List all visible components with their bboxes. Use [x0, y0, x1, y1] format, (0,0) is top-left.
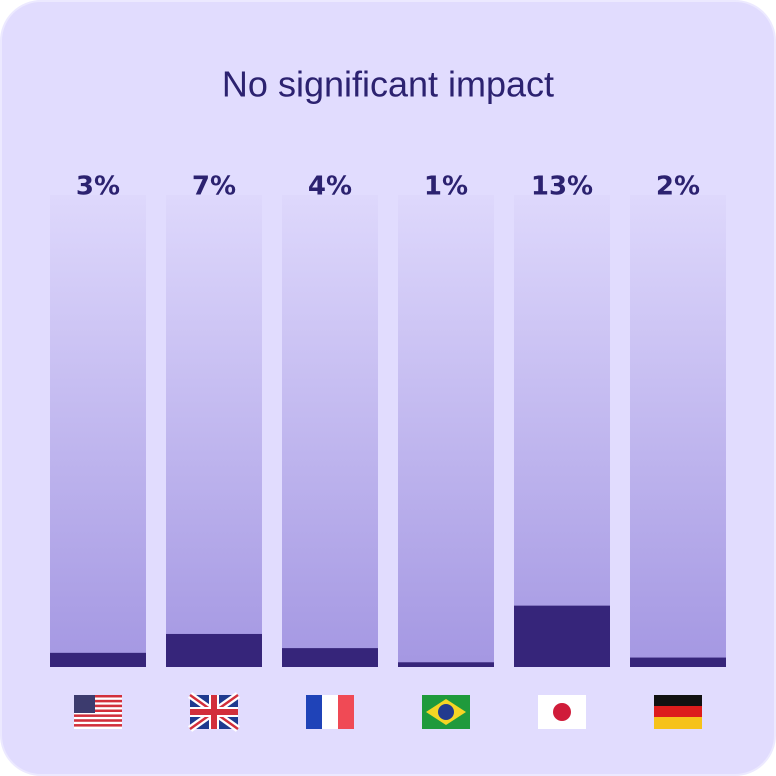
- flag-stripe: [74, 699, 122, 703]
- bar: [282, 648, 378, 667]
- flag-stripe: [74, 714, 122, 717]
- flag-icon: [422, 695, 470, 729]
- bar: [514, 605, 610, 667]
- flag-icon: [74, 695, 122, 729]
- flag-band: [322, 695, 338, 729]
- flag-band: [654, 717, 702, 729]
- flag-band: [654, 706, 702, 718]
- flag-stripe: [74, 702, 122, 705]
- bar-track: [630, 195, 726, 667]
- flag-icon: [538, 695, 586, 729]
- flag-stripe: [74, 726, 122, 729]
- value-label: 2%: [656, 172, 700, 202]
- flag-stripe: [74, 704, 122, 708]
- flag-stripe: [74, 721, 122, 725]
- flag-stripe: [74, 716, 122, 720]
- flag-sun: [553, 703, 571, 721]
- flag-band: [338, 695, 354, 729]
- chart-title: No significant impact: [222, 64, 554, 105]
- flag-icon: [306, 695, 354, 729]
- flag-stripe: [74, 707, 122, 710]
- flag-icon: [654, 695, 702, 729]
- bar-track: [398, 195, 494, 667]
- bar: [630, 657, 726, 667]
- value-label: 13%: [531, 172, 593, 202]
- bar-track: [166, 195, 262, 667]
- flag-stripe: [74, 697, 122, 700]
- value-label: 3%: [76, 172, 120, 202]
- bar: [398, 662, 494, 667]
- flag-icon: [187, 692, 241, 732]
- flag-band: [306, 695, 322, 729]
- flag-canton: [74, 695, 95, 713]
- flag-band: [654, 695, 702, 707]
- bar: [50, 652, 146, 667]
- flag-stripe: [74, 724, 122, 727]
- flag-globe: [438, 704, 454, 720]
- flag-cross: [190, 709, 238, 715]
- value-label: 7%: [192, 172, 236, 202]
- bar-track: [50, 195, 146, 667]
- flag-stripe: [74, 719, 122, 722]
- bar: [166, 633, 262, 667]
- bar-track: [514, 195, 610, 667]
- value-label: 4%: [308, 172, 352, 202]
- bar-track: [282, 195, 378, 667]
- flag-stripe: [74, 712, 122, 715]
- flag-stripe: [74, 695, 122, 698]
- value-label: 1%: [424, 172, 468, 202]
- flag-stripe: [74, 709, 122, 712]
